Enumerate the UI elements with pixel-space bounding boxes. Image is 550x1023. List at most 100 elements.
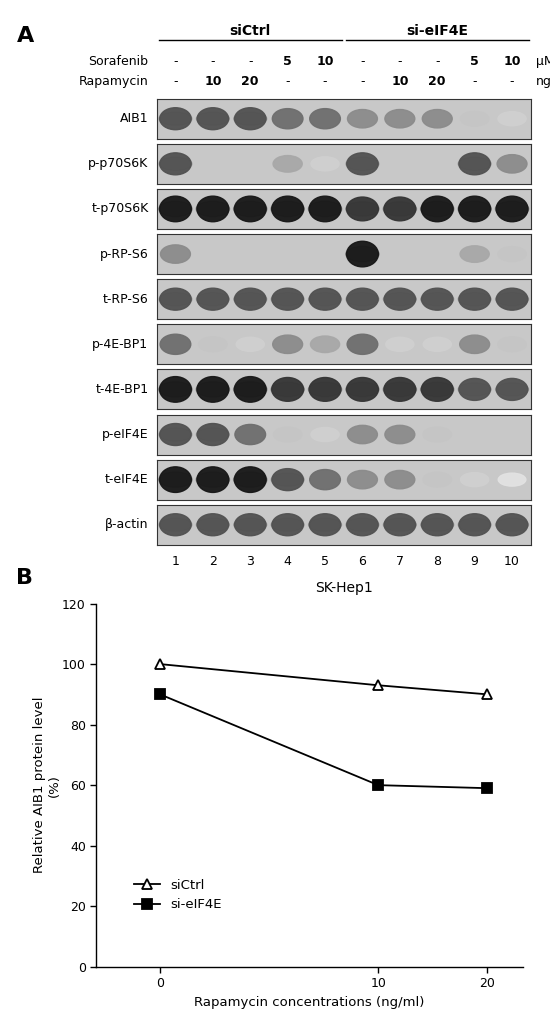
Ellipse shape xyxy=(234,293,267,306)
Ellipse shape xyxy=(196,518,229,531)
Ellipse shape xyxy=(160,424,191,446)
Ellipse shape xyxy=(197,466,229,492)
Ellipse shape xyxy=(498,112,526,126)
Ellipse shape xyxy=(346,518,379,531)
Ellipse shape xyxy=(458,158,491,171)
Text: -: - xyxy=(211,55,215,68)
Text: -: - xyxy=(398,55,402,68)
Ellipse shape xyxy=(196,382,229,397)
Text: 10: 10 xyxy=(503,55,521,68)
Text: 2: 2 xyxy=(209,555,217,569)
Text: -: - xyxy=(285,76,290,88)
Ellipse shape xyxy=(346,241,378,267)
Ellipse shape xyxy=(160,335,191,354)
Ellipse shape xyxy=(386,338,414,351)
si-eIF4E xyxy=(484,782,491,794)
Ellipse shape xyxy=(234,382,267,397)
Ellipse shape xyxy=(235,425,266,445)
Ellipse shape xyxy=(159,293,192,306)
Text: p-RP-S6: p-RP-S6 xyxy=(100,248,148,261)
Line: si-eIF4E: si-eIF4E xyxy=(155,690,492,793)
Text: 20: 20 xyxy=(241,76,259,88)
Text: 6: 6 xyxy=(359,555,366,569)
Ellipse shape xyxy=(383,518,416,531)
Text: p-p70S6K: p-p70S6K xyxy=(88,158,148,171)
Ellipse shape xyxy=(234,288,266,310)
Ellipse shape xyxy=(309,514,341,536)
Ellipse shape xyxy=(160,152,191,175)
Ellipse shape xyxy=(272,108,303,129)
Ellipse shape xyxy=(311,428,339,442)
Ellipse shape xyxy=(234,518,267,531)
Ellipse shape xyxy=(160,196,191,222)
Ellipse shape xyxy=(421,514,453,536)
Ellipse shape xyxy=(273,155,303,172)
Ellipse shape xyxy=(196,113,229,126)
Ellipse shape xyxy=(421,288,453,310)
Ellipse shape xyxy=(496,514,528,536)
Text: A: A xyxy=(16,26,34,46)
Text: -: - xyxy=(435,55,439,68)
Text: AIB1: AIB1 xyxy=(120,113,148,125)
Text: siCtrl: siCtrl xyxy=(229,24,271,38)
Ellipse shape xyxy=(196,202,229,217)
Text: SK-Hep1: SK-Hep1 xyxy=(315,581,373,595)
Ellipse shape xyxy=(197,107,229,130)
Ellipse shape xyxy=(383,293,416,306)
Ellipse shape xyxy=(423,338,452,351)
Ellipse shape xyxy=(423,428,452,442)
X-axis label: Rapamycin concentrations (ng/ml): Rapamycin concentrations (ng/ml) xyxy=(194,995,425,1009)
Ellipse shape xyxy=(384,197,416,221)
Text: t-eIF4E: t-eIF4E xyxy=(105,473,148,486)
Text: 4: 4 xyxy=(284,555,292,569)
Ellipse shape xyxy=(271,202,304,217)
Text: 5: 5 xyxy=(321,555,329,569)
Ellipse shape xyxy=(311,157,339,171)
Y-axis label: Relative AIB1 protein level
(%): Relative AIB1 protein level (%) xyxy=(32,697,60,874)
Text: -: - xyxy=(472,76,477,88)
Ellipse shape xyxy=(496,518,529,531)
Ellipse shape xyxy=(346,202,379,216)
Text: si-eIF4E: si-eIF4E xyxy=(406,24,468,38)
Text: Rapamycin: Rapamycin xyxy=(79,76,148,88)
Ellipse shape xyxy=(160,107,191,130)
Text: ng/ml: ng/ml xyxy=(536,76,550,88)
Ellipse shape xyxy=(234,472,267,487)
siCtrl xyxy=(484,688,491,701)
Ellipse shape xyxy=(271,518,304,531)
Ellipse shape xyxy=(197,288,229,310)
Ellipse shape xyxy=(496,288,528,310)
Ellipse shape xyxy=(459,514,491,536)
Text: p-4E-BP1: p-4E-BP1 xyxy=(92,338,148,351)
Ellipse shape xyxy=(197,196,229,222)
Ellipse shape xyxy=(310,470,340,490)
Ellipse shape xyxy=(159,472,192,487)
Ellipse shape xyxy=(421,383,454,397)
Text: 3: 3 xyxy=(246,555,254,569)
Ellipse shape xyxy=(346,247,379,262)
Ellipse shape xyxy=(423,473,452,487)
Ellipse shape xyxy=(273,336,303,354)
Ellipse shape xyxy=(497,154,527,173)
Ellipse shape xyxy=(348,471,377,489)
Ellipse shape xyxy=(234,466,266,492)
Text: 10: 10 xyxy=(316,55,334,68)
Ellipse shape xyxy=(199,337,227,352)
Ellipse shape xyxy=(196,472,229,487)
Ellipse shape xyxy=(458,293,491,306)
Ellipse shape xyxy=(234,202,267,217)
Text: 10: 10 xyxy=(504,555,520,569)
Ellipse shape xyxy=(346,288,378,310)
Ellipse shape xyxy=(383,383,416,397)
Ellipse shape xyxy=(422,109,452,128)
Ellipse shape xyxy=(383,202,416,216)
Text: 5: 5 xyxy=(470,55,479,68)
Ellipse shape xyxy=(197,376,229,402)
Ellipse shape xyxy=(196,293,229,306)
Ellipse shape xyxy=(459,196,491,222)
siCtrl xyxy=(157,658,163,670)
Text: -: - xyxy=(323,76,327,88)
Text: t-RP-S6: t-RP-S6 xyxy=(103,293,148,306)
Ellipse shape xyxy=(496,383,529,396)
Text: 5: 5 xyxy=(283,55,292,68)
